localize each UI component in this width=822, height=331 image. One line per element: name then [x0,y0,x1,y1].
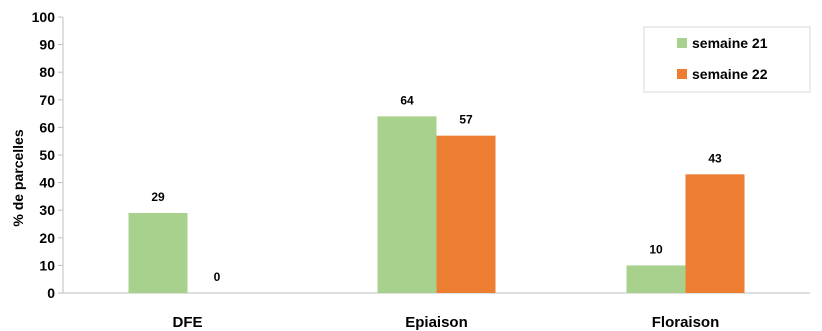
y-tick-label: 70 [39,92,55,108]
bar-epiaison-semaine-21 [377,116,437,293]
category-label-epiaison: Epiaison [405,314,468,331]
y-tick-label: 10 [39,257,55,273]
bar-floraison-semaine-22 [685,174,745,293]
y-tick-label: 100 [32,9,56,25]
data-label-floraison-semaine-21: 10 [649,242,663,256]
bar-epiaison-semaine-22 [436,135,496,293]
data-label-epiaison-semaine-22: 57 [459,113,473,127]
y-tick-label: 20 [39,230,55,246]
y-tick-label: 90 [39,37,55,53]
legend: semaine 21 semaine 22 [643,26,811,93]
legend-label-semaine-22: semaine 22 [692,66,768,82]
y-tick-label: 80 [39,64,55,80]
data-label-dfe-semaine-22: 0 [214,270,221,284]
bar-floraison-semaine-21 [626,265,686,293]
legend-label-semaine-21: semaine 21 [692,35,768,51]
legend-swatch-semaine-22 [677,69,687,79]
y-tick-label: 40 [39,175,55,191]
y-tick-label: 50 [39,147,55,163]
data-label-dfe-semaine-21: 29 [151,190,165,204]
bars [128,116,745,293]
data-label-floraison-semaine-22: 43 [708,151,722,165]
legend-swatch-semaine-21 [677,38,687,48]
category-label-floraison: Floraison [652,314,720,331]
data-labels: 29 0 64 57 10 43 [151,93,722,284]
y-tick-label: 30 [39,202,55,218]
y-tick-label: 0 [47,285,55,301]
y-axis-ticks: 0 10 20 30 40 50 60 70 80 90 100 [32,9,63,301]
y-tick-label: 60 [39,119,55,135]
category-labels: DFE Epiaison Floraison [173,314,720,331]
y-axis-title: % de parcelles [10,129,26,226]
category-label-dfe: DFE [173,314,203,331]
bar-dfe-semaine-21 [128,212,188,293]
legend-box [643,26,811,93]
data-label-epiaison-semaine-21: 64 [400,93,414,107]
